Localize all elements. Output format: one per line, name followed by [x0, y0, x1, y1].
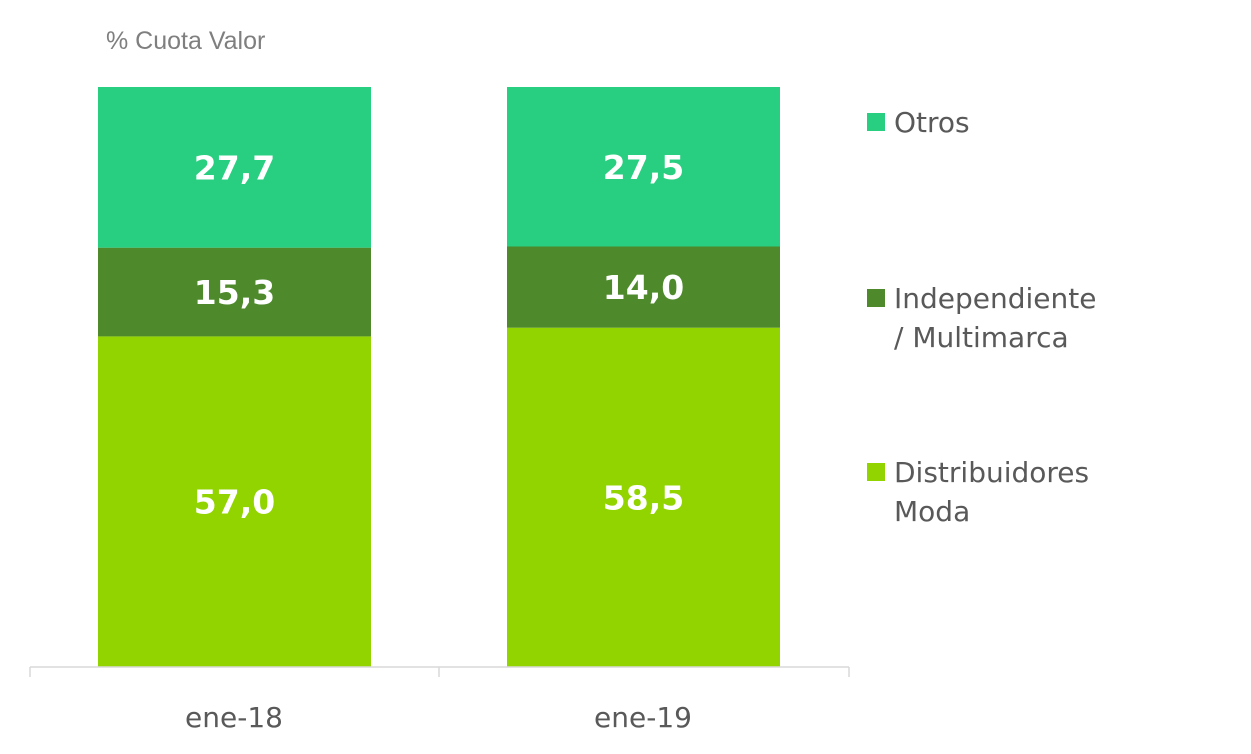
value-label-independiente-multimarca-ene-19: 14,0 — [603, 268, 684, 307]
value-label-distribuidores-moda-ene-19: 58,5 — [603, 478, 684, 517]
bar-independiente-multimarca-ene-19 — [507, 246, 780, 328]
y-axis-label: % Cuota Valor — [106, 27, 265, 55]
bar-independiente-multimarca-ene-18 — [98, 247, 371, 337]
legend-label-independiente-multimarca: Independiente — [894, 282, 1096, 315]
legend-label-distribuidores-moda-line-2: Moda — [894, 495, 970, 528]
x-tick-label-ene-19: ene-19 — [594, 701, 692, 734]
legend-label-otros: Otros — [894, 106, 970, 139]
bars-group — [98, 87, 780, 667]
legend-swatch-independiente-multimarca — [867, 289, 885, 307]
x-axis — [29, 666, 850, 677]
value-labels-group: 57,0 15,3 27,7 58,5 14,0 27,5 — [194, 148, 684, 522]
bar-otros-ene-18 — [98, 87, 371, 248]
bar-otros-ene-19 — [507, 87, 780, 247]
bar-distribuidores-moda-ene-18 — [98, 336, 371, 667]
value-label-independiente-multimarca-ene-18: 15,3 — [194, 273, 275, 312]
value-label-otros-ene-19: 27,5 — [603, 148, 684, 187]
value-label-distribuidores-moda-ene-18: 57,0 — [194, 483, 275, 522]
legend-swatch-distribuidores-moda — [867, 463, 885, 481]
bar-distribuidores-moda-ene-19 — [507, 327, 780, 667]
x-tick-label-ene-18: ene-18 — [185, 701, 283, 734]
x-tick-labels: ene-18 ene-19 — [185, 701, 692, 734]
legend: Otros Independiente / Multimarca Distribuid… — [867, 106, 1096, 528]
legend-swatch-otros — [867, 113, 885, 131]
value-label-otros-ene-18: 27,7 — [194, 148, 275, 187]
legend-label-distribuidores-moda: Distribuidores — [894, 456, 1089, 489]
legend-label-independiente-multimarca-line-2: / Multimarca — [894, 321, 1069, 354]
